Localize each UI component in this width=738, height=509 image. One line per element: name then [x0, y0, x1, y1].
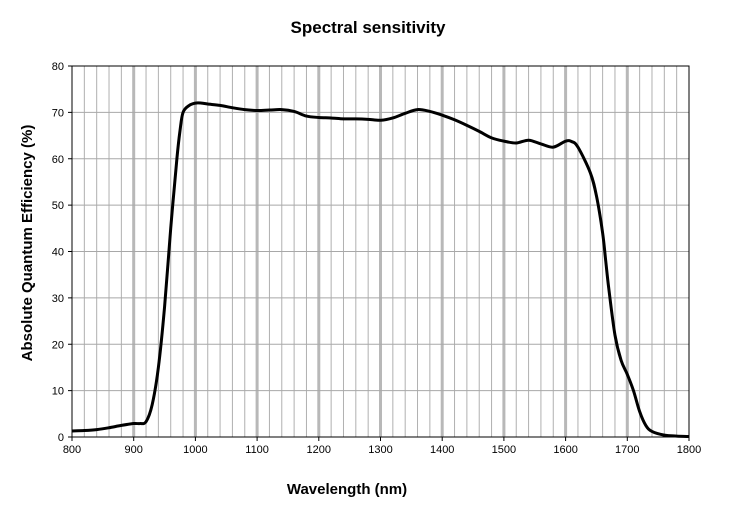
- x-tick-label: 1600: [553, 444, 577, 456]
- x-tick-label: 1000: [183, 444, 207, 456]
- y-tick-label: 0: [58, 432, 64, 444]
- series-line: [71, 101, 690, 439]
- x-tick-label: 800: [63, 444, 81, 456]
- y-tick-label: 10: [52, 386, 64, 398]
- y-tick-label: 40: [52, 247, 64, 259]
- y-axis-label: Absolute Quantum Efficiency (%): [19, 125, 36, 362]
- y-tick-label: 30: [52, 293, 64, 305]
- x-tick-label: 1400: [430, 444, 454, 456]
- tick-layer: 800 900 1000 1100 1200 1300 1400 1500 1600 1700 18…: [52, 61, 701, 456]
- x-tick-label: 1200: [307, 444, 331, 456]
- grid-layer: [72, 66, 689, 437]
- x-tick-label: 1500: [492, 444, 516, 456]
- y-tick-label: 20: [52, 339, 64, 351]
- x-tick-label: 900: [125, 444, 143, 456]
- x-axis-label: Wavelength (nm): [287, 481, 407, 498]
- series-layer: [71, 101, 690, 439]
- x-tick-label: 1700: [615, 444, 639, 456]
- y-tick-label: 60: [52, 154, 64, 166]
- y-tick-label: 80: [52, 61, 64, 73]
- y-tick-label: 50: [52, 200, 64, 212]
- x-tick-label: 1300: [368, 444, 392, 456]
- y-tick-label: 70: [52, 107, 64, 119]
- chart-title: Spectral sensitivity: [291, 18, 447, 37]
- x-tick-label: 1100: [245, 444, 269, 456]
- x-tick-label: 1800: [677, 444, 701, 456]
